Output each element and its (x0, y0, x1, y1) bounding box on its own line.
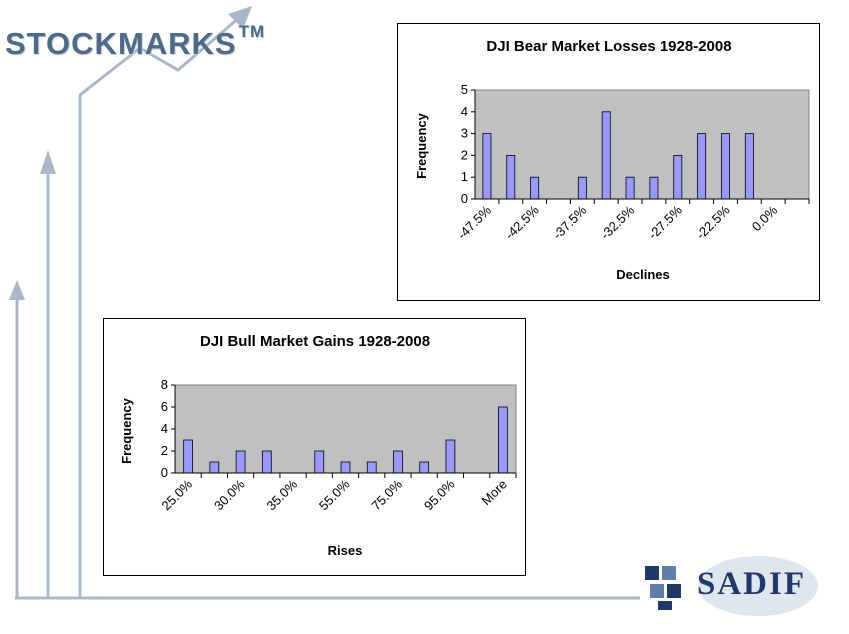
bull-market-chart: DJI Bull Market Gains 1928-2008 0 2 4 6 8 25.… (103, 318, 526, 576)
y-tick-label: 4 (461, 104, 468, 119)
bar (649, 176, 659, 200)
bar (744, 133, 754, 200)
bar (183, 439, 193, 474)
logo-text: STOCKMARKS (5, 26, 237, 61)
x-tick-label: -27.5% (645, 202, 685, 242)
y-tick-label: 4 (161, 421, 168, 436)
y-tick-label: 5 (461, 82, 468, 97)
y-tick-label: 0 (461, 191, 468, 206)
bear-chart-svg: DJI Bear Market Losses 1928-2008 0 1 2 3 4 5 -… (414, 38, 810, 282)
bull-chart-svg: DJI Bull Market Gains 1928-2008 0 2 4 6 8 25.… (119, 333, 517, 558)
bar (419, 461, 430, 474)
x-tick-label: -47.5% (454, 202, 494, 242)
sadif-text: SADIF (697, 566, 807, 602)
bear-market-chart: DJI Bear Market Losses 1928-2008 0 1 2 3 4 5 -… (397, 23, 820, 301)
sadif-logo: SADIF (640, 548, 820, 628)
x-tick-label: -22.5% (693, 202, 733, 242)
bar (625, 176, 635, 200)
stockmarks-logo: STOCKMARKS TM (5, 22, 265, 62)
x-tick-label: 30.0% (211, 476, 248, 513)
x-tick-label: -42.5% (502, 202, 542, 242)
x-tick-label: 35.0% (263, 476, 300, 513)
y-tick-label: 6 (161, 399, 168, 414)
bar (393, 450, 403, 474)
x-tick-label: 75.0% (368, 476, 405, 513)
bar (673, 154, 683, 200)
bar (697, 133, 707, 200)
bar (482, 133, 492, 200)
y-tick-label: 3 (461, 126, 468, 141)
chart-title: DJI Bull Market Gains 1928-2008 (200, 333, 430, 350)
y-tick-label: 8 (161, 377, 168, 392)
x-axis-label: Rises (328, 543, 363, 558)
plot-area (174, 384, 517, 474)
bar (366, 461, 377, 474)
bar (209, 461, 220, 474)
sadif-emblem (645, 556, 818, 616)
x-tick-label: 25.0% (159, 476, 196, 513)
y-axis-label: Frequency (414, 112, 429, 179)
y-tick-label: 0 (161, 465, 168, 480)
bar (261, 450, 272, 474)
y-tick-label: 2 (461, 147, 468, 162)
bar (235, 450, 246, 474)
y-tick-label: 2 (161, 443, 168, 458)
bar (498, 406, 508, 474)
x-tick-label: 0.0% (749, 202, 781, 234)
y-axis-label: Frequency (119, 397, 134, 464)
x-tick-label: 55.0% (316, 476, 353, 513)
chart-title: DJI Bear Market Losses 1928-2008 (486, 38, 731, 55)
trademark-mark: TM (238, 22, 266, 41)
y-tick-label: 1 (461, 169, 468, 184)
bar (577, 176, 587, 200)
bar (445, 439, 456, 474)
bar (314, 450, 325, 474)
bar (721, 133, 730, 200)
x-axis-label: Declines (616, 267, 669, 282)
x-tick-label: 95.0% (421, 476, 458, 513)
plot-area (474, 89, 810, 200)
bar (530, 176, 540, 200)
bar (340, 461, 351, 474)
bar (601, 111, 611, 200)
x-tick-label: -32.5% (597, 202, 637, 242)
bar (506, 154, 516, 200)
x-tick-label: More (478, 477, 510, 509)
x-tick-label: -37.5% (550, 202, 590, 242)
